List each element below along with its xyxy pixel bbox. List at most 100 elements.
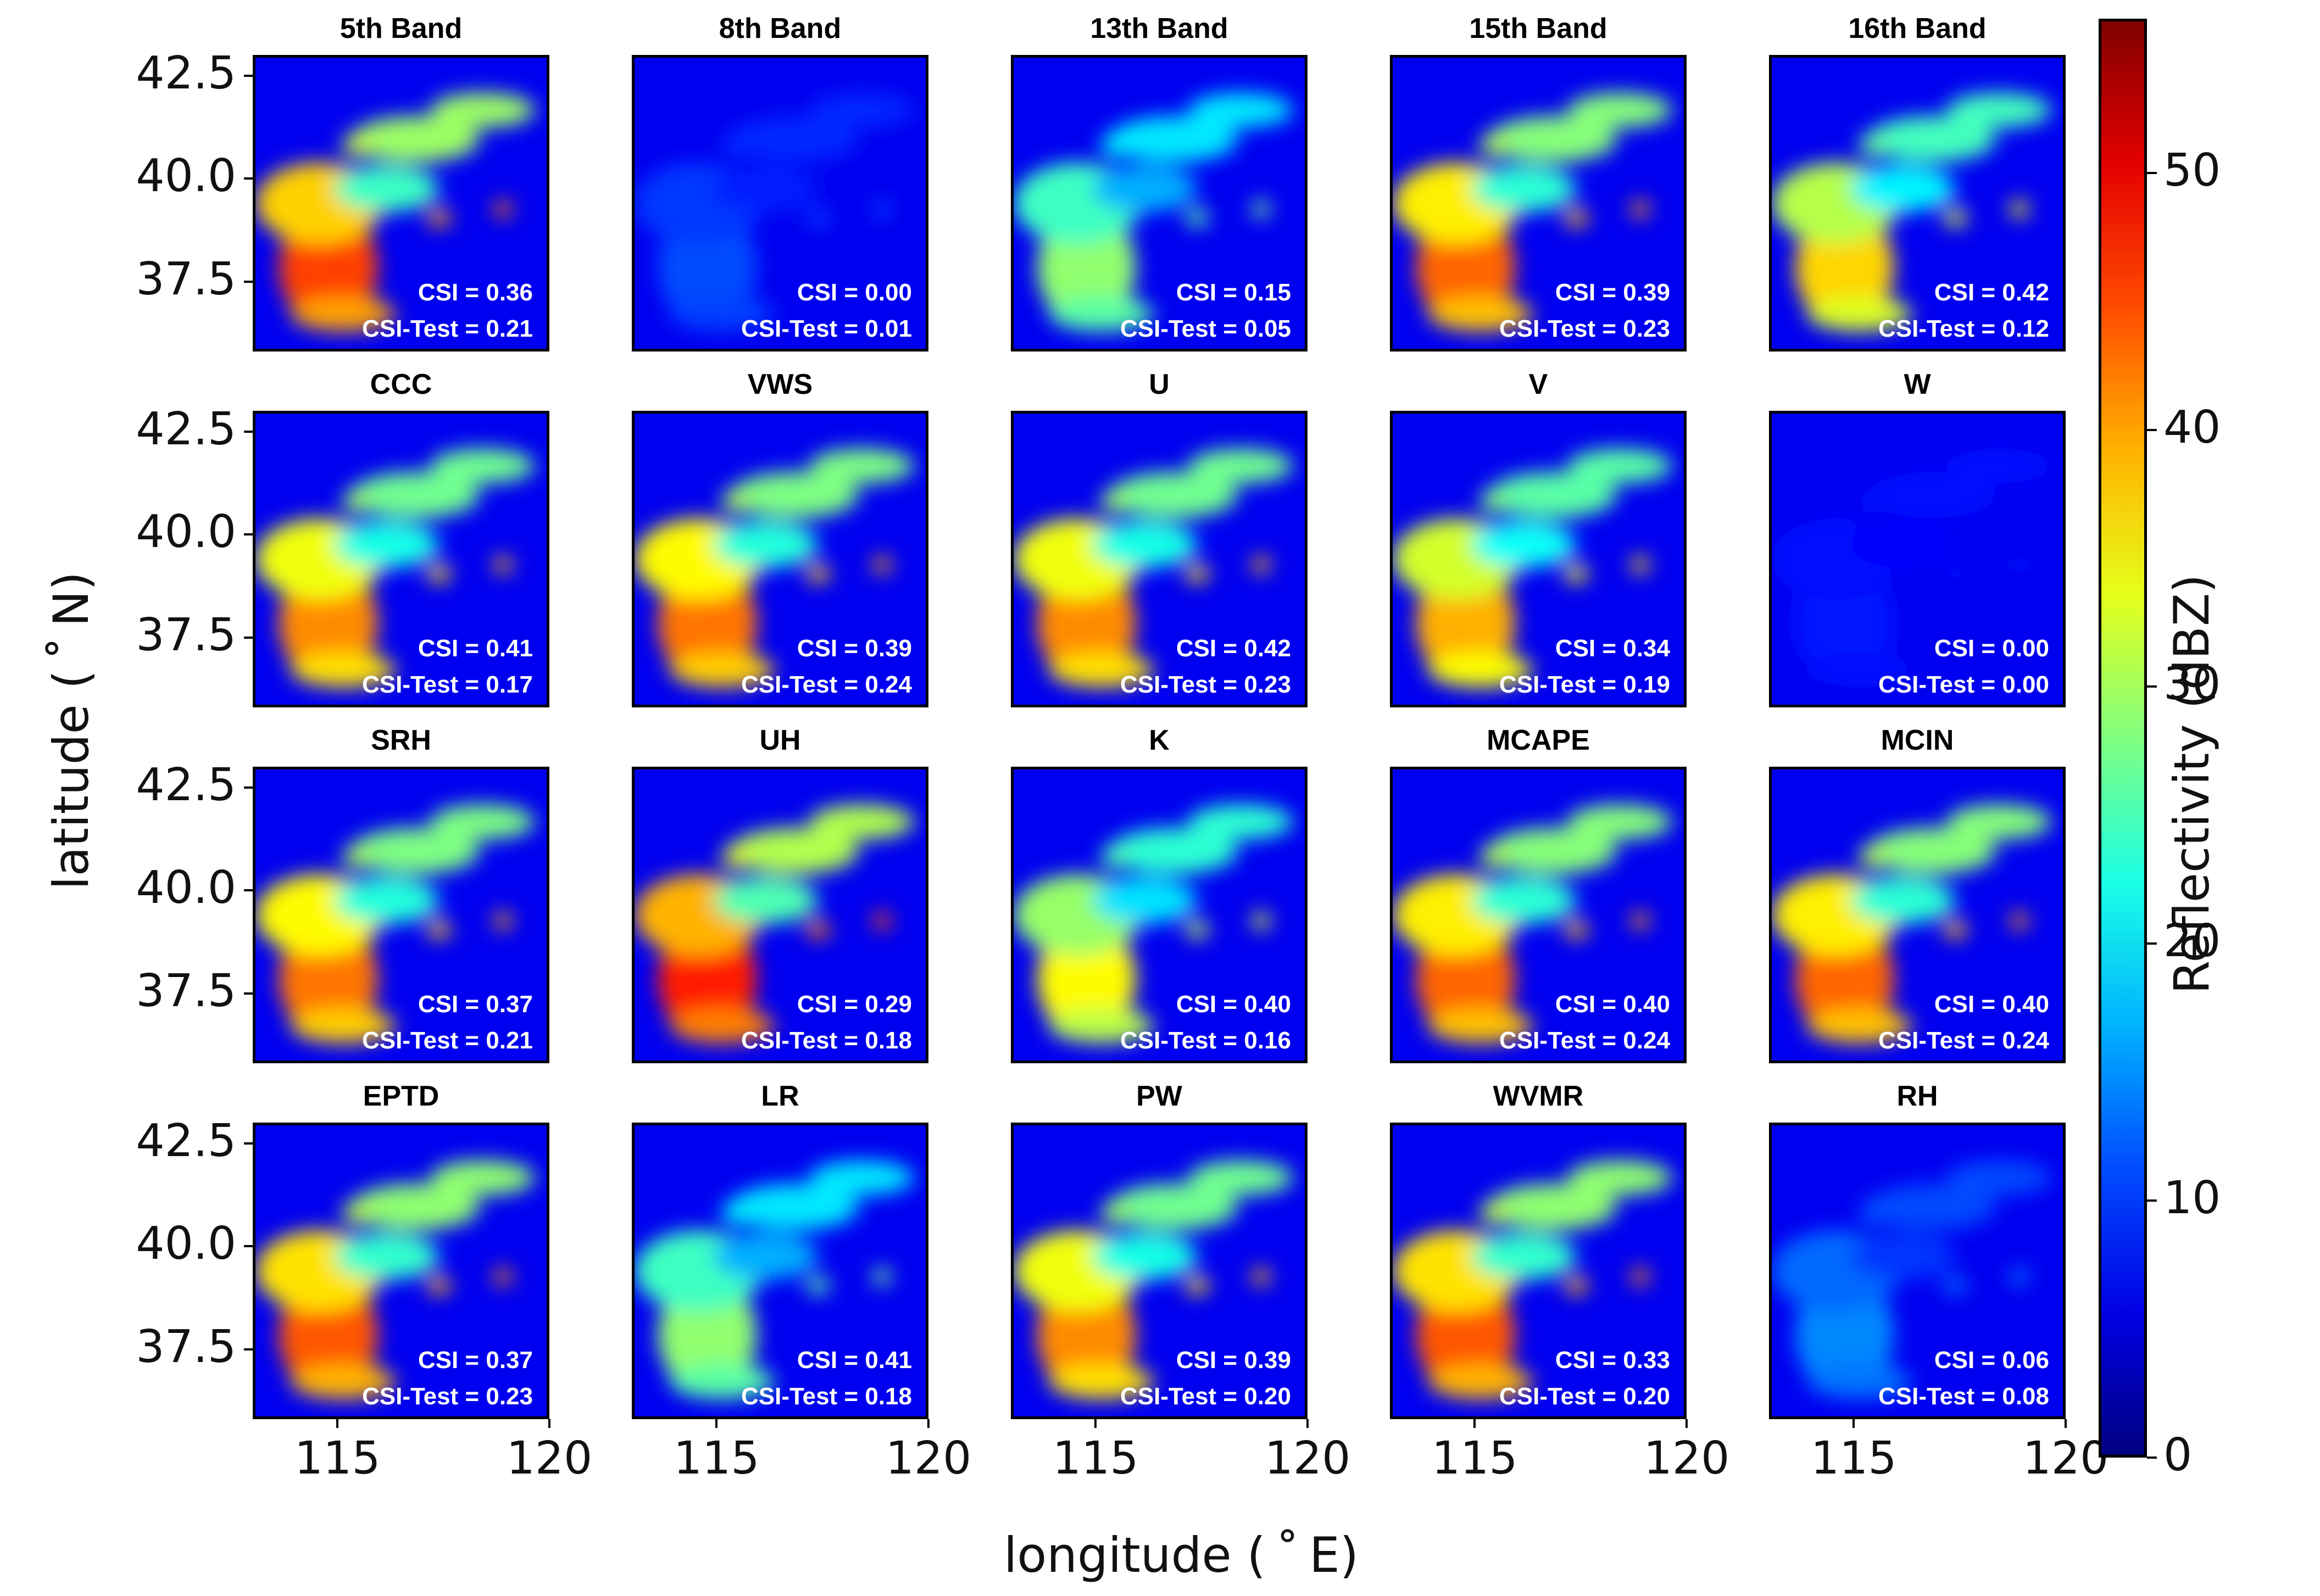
heatmap-cell [809,448,914,484]
x-tick-mark [927,1419,930,1428]
colorbar-tick-mark [2147,942,2157,945]
panel-title: 5th Band [340,13,463,44]
heatmap-panel [632,55,928,351]
csi-test-value: CSI-Test = 0.23 [362,1383,533,1410]
csi-test-value: CSI-Test = 0.23 [1120,671,1291,698]
heatmap-canvas [1772,58,2063,349]
heatmap-cell [1806,652,1912,688]
heatmap-cell [351,828,480,874]
colorbar-tick-mark [2147,171,2157,174]
heatmap-cell [1101,1201,1130,1225]
heatmap-cell [730,472,859,518]
heatmap-cell [1471,1233,1576,1280]
x-tick-label: 120 [1264,1432,1351,1485]
heatmap-cell [1188,448,1293,484]
heatmap-cell [1946,92,2051,128]
csi-value: CSI = 0.39 [797,635,912,662]
panel-title: EPTD [363,1080,439,1112]
csi-value: CSI = 0.00 [797,279,912,306]
y-tick-label: 42.5 [136,403,236,455]
heatmap-cell [1092,521,1197,568]
heatmap-cell [430,804,535,840]
heatmap-cell [809,1160,914,1196]
heatmap-cell [1109,116,1238,163]
heatmap-cell [494,1268,512,1286]
heatmap-cell [1048,296,1154,332]
csi-test-value: CSI-Test = 0.21 [362,315,533,342]
heatmap-cell [1048,1364,1154,1399]
csi-value: CSI = 0.39 [1555,279,1670,306]
heatmap-cell [1185,209,1209,227]
heatmap-cell [1564,209,1588,227]
y-tick-label: 40.0 [136,1218,236,1270]
csi-test-value: CSI-Test = 0.00 [1878,671,2049,698]
panel-title: WVMR [1493,1080,1584,1112]
heatmap-cell [351,116,480,163]
csi-value: CSI = 0.00 [1934,635,2049,662]
heatmap-cell [1850,165,1955,212]
heatmap-cell [1109,828,1238,874]
csi-value: CSI = 0.40 [1934,991,2049,1018]
heatmap-panel [632,767,928,1063]
heatmap-cell [713,1233,818,1280]
y-tick-label: 37.5 [136,253,236,305]
heatmap-cell [1850,521,1955,568]
heatmap-cell [1946,804,2051,840]
heatmap-cell [334,521,439,568]
heatmap-cell [713,521,818,568]
heatmap-cell [1806,296,1912,332]
heatmap-cell [1859,489,1888,513]
heatmap-cell [1488,472,1617,518]
heatmap-cell [430,1160,535,1196]
heatmap-cell [1564,920,1588,939]
heatmap-cell [1048,1008,1154,1043]
y-tick-label: 42.5 [136,758,236,811]
heatmap-cell [427,565,451,583]
heatmap-cell [351,472,480,518]
heatmap-cell [1488,1184,1617,1230]
csi-test-value: CSI-Test = 0.17 [362,671,533,698]
heatmap-panel [1011,411,1308,707]
heatmap-canvas [1772,769,2063,1061]
x-tick-label: 120 [2022,1432,2109,1485]
heatmap-panel [632,411,928,707]
csi-value: CSI = 0.33 [1555,1347,1670,1374]
y-tick-label: 42.5 [136,47,236,99]
heatmap-cell [427,209,451,227]
x-tick-label: 115 [294,1432,381,1485]
heatmap-canvas [635,414,926,705]
heatmap-cell [2010,912,2028,930]
x-tick-mark [2065,1419,2067,1428]
y-tick-label: 40.0 [136,150,236,202]
y-tick-label: 40.0 [136,506,236,558]
heatmap-panel [1390,411,1687,707]
heatmap-canvas [1014,414,1305,705]
heatmap-cell [1631,200,1649,218]
heatmap-cell [1867,1184,1996,1230]
heatmap-cell [713,877,818,924]
heatmap-canvas [635,58,926,349]
heatmap-cell [1188,92,1293,128]
heatmap-cell [1859,1201,1888,1225]
heatmap-cell [430,92,535,128]
heatmap-cell [722,845,751,869]
heatmap-cell [351,1184,480,1230]
x-tick-mark [336,1419,339,1428]
heatmap-canvas [1393,769,1684,1061]
heatmap-panel [253,55,549,351]
heatmap-cell [1946,1160,2051,1196]
csi-value: CSI = 0.41 [418,635,533,662]
csi-value: CSI = 0.41 [797,1347,912,1374]
y-tick-mark [244,1142,253,1145]
heatmap-cell [1567,1160,1672,1196]
x-tick-label: 115 [674,1432,760,1485]
x-tick-label: 120 [885,1432,972,1485]
heatmap-cell [1859,133,1888,157]
heatmap-cell [669,652,775,688]
heatmap-cell [427,920,451,939]
x-tick-mark [1306,1419,1309,1428]
x-axis-title: longitude ( ˚ E) [1003,1527,1359,1583]
heatmap-cell [1631,1268,1649,1286]
y-tick-mark [244,636,253,639]
heatmap-cell [873,556,891,574]
